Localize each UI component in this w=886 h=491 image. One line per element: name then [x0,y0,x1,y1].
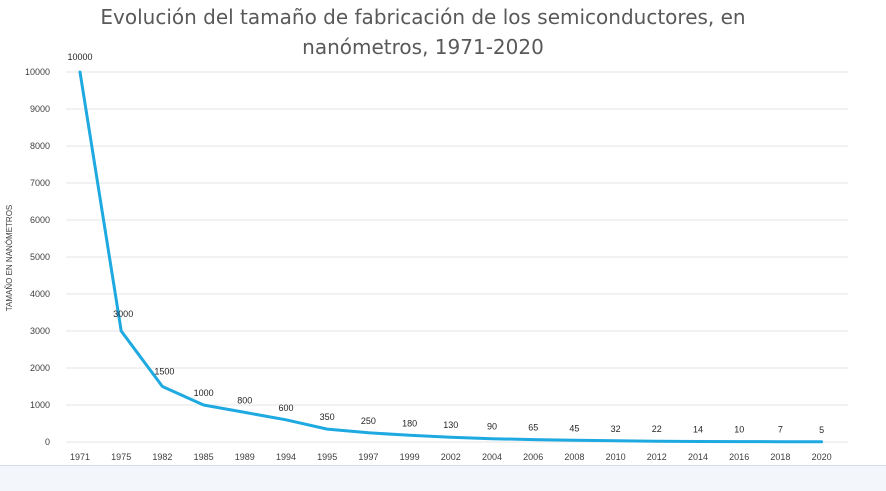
y-tick-label: 6000 [30,215,50,225]
y-tick-label: 0 [45,437,50,447]
x-tick-label: 2008 [564,452,584,462]
y-tick-label: 7000 [30,178,50,188]
data-label: 180 [402,418,417,428]
x-axis-ticks: 1971 1975 1982 1985 1989 1994 1995 1997 1999 2002… [70,452,832,462]
x-tick-label: 2016 [729,452,749,462]
x-tick-label: 2002 [441,452,461,462]
series-line [78,70,824,444]
data-label: 45 [569,423,579,433]
data-labels: 10000 3000 1500 1000 800 600 350 250 180 130 90 65 4… [67,52,824,435]
data-label: 14 [693,424,703,434]
y-tick-label: 10000 [25,67,50,77]
y-tick-label: 8000 [30,141,50,151]
data-label: 3000 [113,309,133,319]
y-tick-label: 3000 [30,326,50,336]
y-tick-label: 1000 [30,400,50,410]
data-label: 1000 [194,388,214,398]
x-tick-label: 1994 [276,452,296,462]
data-label: 600 [278,403,293,413]
x-tick-label: 1989 [235,452,255,462]
y-tick-label: 4000 [30,289,50,299]
chart-title-line-1: Evolución del tamaño de fabricación de l… [100,5,746,29]
y-axis-title: TAMAÑO EN NANÓMETROS [5,205,14,312]
data-label: 65 [528,423,538,433]
x-tick-label: 2012 [647,452,667,462]
x-tick-label: 2006 [523,452,543,462]
x-tick-label: 1999 [400,452,420,462]
x-tick-label: 1975 [111,452,131,462]
data-label: 5 [819,425,824,435]
x-tick-label: 1985 [194,452,214,462]
data-label: 7 [778,425,783,435]
gridlines [66,71,848,443]
y-axis-ticks: 0 1000 2000 3000 4000 5000 6000 7000 8000 9000 100… [25,67,50,447]
data-label: 10 [734,425,744,435]
data-label: 32 [611,424,621,434]
data-label: 130 [443,420,458,430]
x-tick-label: 2018 [770,452,790,462]
x-tick-label: 1982 [152,452,172,462]
data-label: 10000 [67,52,92,62]
data-label: 800 [237,395,252,405]
x-tick-label: 2010 [606,452,626,462]
y-tick-label: 9000 [30,104,50,114]
chart-title: Evolución del tamaño de fabricación de l… [0,2,846,62]
y-tick-label: 5000 [30,252,50,262]
x-tick-label: 2020 [812,452,832,462]
chart-title-line-2: nanómetros, 1971-2020 [302,35,544,59]
data-label: 350 [320,412,335,422]
y-tick-label: 2000 [30,363,50,373]
x-tick-label: 2004 [482,452,502,462]
data-label: 250 [361,416,376,426]
data-label: 1500 [154,367,174,377]
window-bottom-strip [0,465,886,491]
data-label: 22 [652,424,662,434]
x-tick-label: 1971 [70,452,90,462]
x-tick-label: 1995 [317,452,337,462]
x-tick-label: 1997 [358,452,378,462]
data-label: 90 [487,422,497,432]
x-tick-label: 2014 [688,452,708,462]
